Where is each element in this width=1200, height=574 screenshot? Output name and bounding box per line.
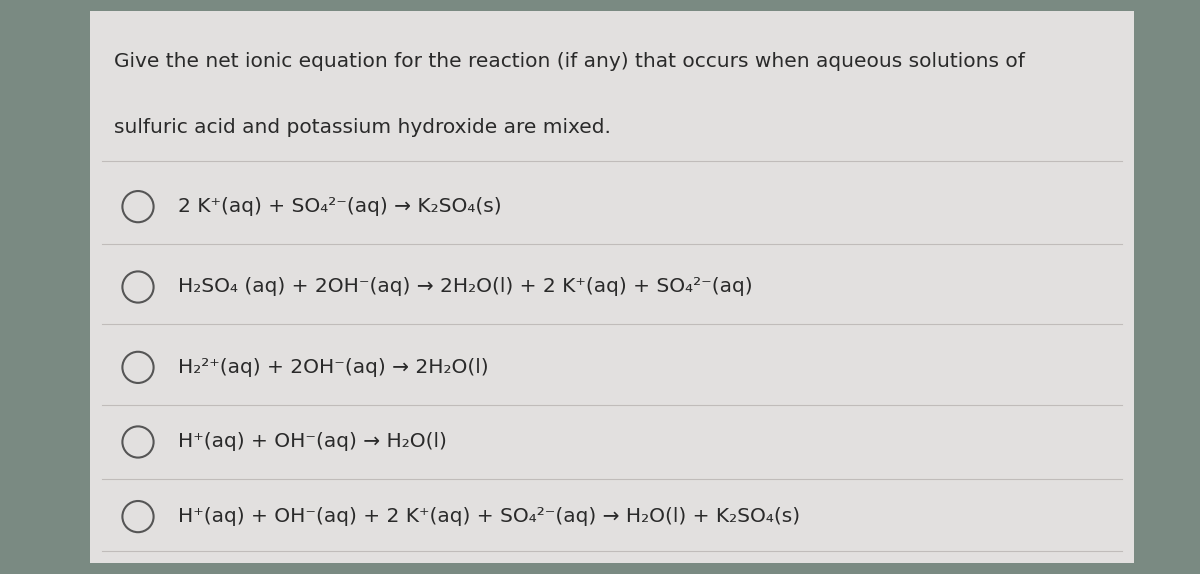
Text: H₂²⁺(aq) + 2OH⁻(aq) → 2H₂O(l): H₂²⁺(aq) + 2OH⁻(aq) → 2H₂O(l) [178,358,488,377]
Text: Give the net ionic equation for the reaction (if any) that occurs when aqueous s: Give the net ionic equation for the reac… [114,52,1025,71]
Text: H₂SO₄ (aq) + 2OH⁻(aq) → 2H₂O(l) + 2 K⁺(aq) + SO₄²⁻(aq): H₂SO₄ (aq) + 2OH⁻(aq) → 2H₂O(l) + 2 K⁺(a… [178,277,752,297]
Text: H⁺(aq) + OH⁻(aq) + 2 K⁺(aq) + SO₄²⁻(aq) → H₂O(l) + K₂SO₄(s): H⁺(aq) + OH⁻(aq) + 2 K⁺(aq) + SO₄²⁻(aq) … [178,507,799,526]
FancyBboxPatch shape [90,11,1134,563]
Text: 2 K⁺(aq) + SO₄²⁻(aq) → K₂SO₄(s): 2 K⁺(aq) + SO₄²⁻(aq) → K₂SO₄(s) [178,197,502,216]
Text: H⁺(aq) + OH⁻(aq) → H₂O(l): H⁺(aq) + OH⁻(aq) → H₂O(l) [178,432,446,452]
Text: sulfuric acid and potassium hydroxide are mixed.: sulfuric acid and potassium hydroxide ar… [114,118,611,137]
